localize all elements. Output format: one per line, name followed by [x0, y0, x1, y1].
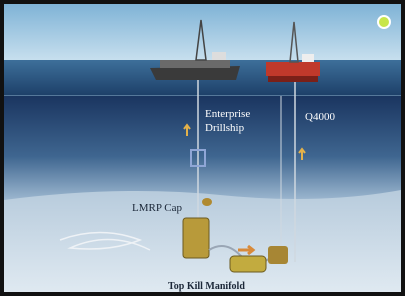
lmrp-cap: [183, 218, 209, 258]
label: Enterprise: [205, 108, 250, 120]
label: LMRP Cap: [132, 202, 183, 214]
label: Drillship: [205, 122, 245, 134]
illustration: Enterprise Drillship Q4000 LMRP Cap Top …: [0, 0, 405, 296]
valve: [268, 246, 288, 264]
debris: [202, 198, 212, 206]
label: Top Kill Manifold: [168, 281, 245, 292]
manifold: [230, 256, 266, 272]
label: Q4000: [305, 111, 335, 123]
indicator: [378, 16, 390, 28]
